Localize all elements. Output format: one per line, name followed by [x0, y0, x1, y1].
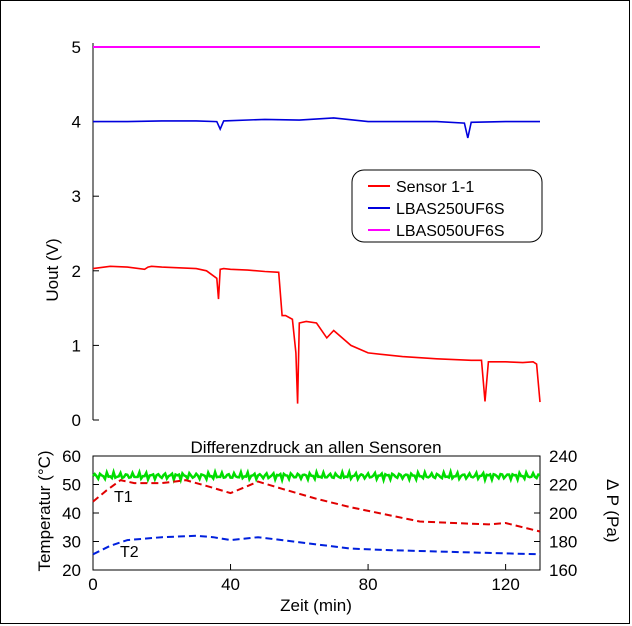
bottom-right-y-tick-label: 240	[549, 447, 577, 466]
bottom-right-y-tick-label: 200	[549, 504, 577, 523]
legend: Sensor 1-1 LBAS250UF6S LBAS050UF6S	[351, 169, 543, 243]
bottom-y-tick-label: 20	[62, 561, 81, 580]
x-axis-label: Zeit (min)	[280, 596, 352, 615]
x-tick-label: 0	[88, 575, 97, 594]
top-y-tick-label: 2	[72, 262, 81, 281]
legend-label: LBAS050UF6S	[396, 223, 505, 240]
series-line-lbas250uf6s	[93, 117, 540, 139]
top-y-tick-label: 4	[72, 113, 81, 132]
bottom-right-y-tick-label: 220	[549, 476, 577, 495]
series-line-sensor-1-1	[92, 265, 541, 404]
x-tick-label: 80	[359, 575, 378, 594]
bottom-y-tick-label: 40	[62, 504, 81, 523]
annotation-t2: T2	[120, 544, 139, 561]
bottom-y-tick-label: 30	[62, 533, 81, 552]
top-y-axis-label: Uout (V)	[43, 238, 62, 301]
bottom-right-y-axis-label: ∆ P (Pa)	[603, 480, 622, 543]
bottom-right-y-tick-label: 160	[549, 561, 577, 580]
bottom-y-axis-label: Temperatur (°C)	[35, 450, 54, 571]
series-line-differenzdruck	[92, 467, 541, 485]
legend-label: Sensor 1-1	[396, 179, 474, 196]
series-line-t2	[92, 534, 541, 556]
bottom-right-y-tick-label: 180	[549, 533, 577, 552]
top-y-tick-label: 1	[72, 336, 81, 355]
top-y-tick-label: 3	[72, 187, 81, 206]
bottom-panel-title: Differenzdruck an allen Sensoren	[190, 438, 441, 457]
x-tick-label: 40	[221, 575, 240, 594]
top-y-tick-label: 5	[72, 38, 81, 57]
top-panel: 0 1 2 3 4 5 Sensor 1-1 LBAS250UF6S LBAS050UF6S	[72, 38, 543, 430]
bottom-panel: 20 30 40 50 60 160 180 200 220 240 0 40 80 120	[62, 447, 577, 594]
annotation-t1: T1	[114, 489, 133, 506]
bottom-y-tick-label: 50	[62, 476, 81, 495]
legend-box	[351, 169, 543, 243]
bottom-y-tick-label: 60	[62, 447, 81, 466]
legend-label: LBAS250UF6S	[396, 201, 505, 218]
top-y-tick-label: 0	[72, 411, 81, 430]
x-tick-label: 120	[491, 575, 519, 594]
series-line-t1	[92, 479, 541, 533]
